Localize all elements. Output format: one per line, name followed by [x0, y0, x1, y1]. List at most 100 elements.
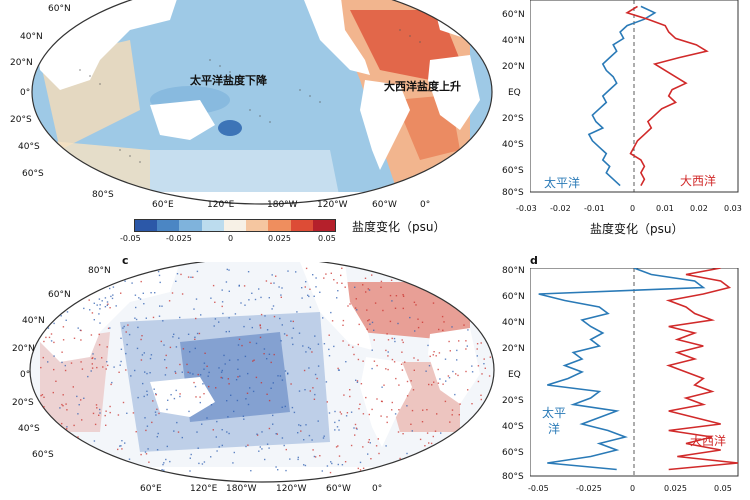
speckle-dot: [223, 354, 225, 357]
speckle-dot: [437, 368, 439, 371]
speckle-dot: [221, 444, 223, 447]
speckle-dot: [208, 385, 210, 388]
speckle-dot: [168, 300, 171, 302]
speckle-dot: [188, 410, 190, 413]
speckle-dot: [259, 446, 261, 448]
speckle-dot: [313, 295, 315, 297]
speckle-dot: [249, 341, 251, 344]
speckle-dot: [247, 444, 249, 446]
speckle-dot: [241, 344, 243, 347]
speckle-dot: [93, 319, 95, 321]
speckle-dot: [206, 417, 208, 419]
speckle-dot: [228, 383, 230, 385]
speckle-dot: [73, 424, 75, 427]
speckle-dot: [417, 359, 419, 361]
speckle-dot: [387, 339, 390, 341]
speckle-dot: [77, 327, 79, 329]
speckle-dot: [276, 433, 278, 435]
speckle-dot: [357, 358, 360, 361]
speckle-dot: [247, 271, 250, 273]
speckle-dot: [120, 360, 122, 363]
speckle-dot: [107, 364, 109, 367]
speckle-dot: [152, 400, 154, 402]
speckle-dot: [391, 409, 393, 411]
speckle-dot: [330, 311, 332, 314]
speckle-dot: [317, 343, 320, 345]
speckle-dot: [142, 382, 144, 385]
speckle-dot: [298, 390, 301, 392]
speckle-dot: [260, 313, 263, 316]
speckle-dot: [109, 327, 111, 329]
speckle-dot: [166, 445, 168, 448]
speckle-dot: [298, 424, 300, 426]
colorbar-segment: [135, 220, 158, 231]
colorbar-tick: 0: [228, 234, 234, 243]
speckle-dot: [99, 412, 101, 414]
speckle-dot: [228, 290, 230, 292]
xtick: 0: [630, 204, 636, 213]
speckle-dot: [385, 445, 387, 447]
speckle-dot: [88, 299, 90, 301]
speckle-dot: [369, 442, 371, 444]
speckle-dot: [373, 360, 376, 362]
xtick: 0.02: [690, 204, 708, 213]
speckle-dot: [375, 445, 378, 447]
speckle-dot: [220, 371, 223, 373]
speckle-dot: [118, 371, 120, 373]
speckle-dot: [233, 451, 235, 454]
speckle-dot: [271, 274, 273, 276]
speckle-dot: [194, 347, 196, 350]
speckle-dot: [144, 417, 146, 419]
speckle-dot: [349, 303, 351, 305]
profile-d: [529, 267, 740, 478]
speckle-dot: [341, 267, 343, 269]
speckle-dot: [228, 269, 230, 271]
xtick: 0.05: [714, 484, 732, 493]
speckle-dot: [360, 383, 363, 385]
speckle-dot: [252, 390, 255, 393]
speckle-dot: [215, 436, 217, 438]
speckle-dot: [380, 400, 383, 402]
lon-label: 120°W: [317, 200, 348, 210]
lon-label: 60°E: [152, 200, 174, 210]
speckle-dot: [302, 345, 304, 347]
xtick: 0.01: [656, 204, 674, 213]
speckle-dot: [87, 375, 89, 378]
speckle-dot: [317, 420, 319, 422]
speckle-dot: [202, 383, 204, 385]
speckle-dot: [187, 276, 190, 278]
speckle-dot: [121, 440, 123, 442]
speckle-dot: [61, 422, 63, 425]
speckle-dot: [428, 442, 430, 444]
speckle-dot: [350, 411, 353, 413]
speckle-dot: [150, 292, 152, 294]
speckle-dot: [364, 277, 367, 279]
speckle-dot: [476, 348, 478, 350]
speckle-dot: [272, 382, 274, 384]
speckle-dot: [236, 399, 239, 402]
speckle-dot: [165, 354, 167, 357]
speckle-dot: [395, 295, 398, 297]
speckle-dot: [476, 355, 478, 357]
speckle-dot: [259, 336, 262, 339]
speckle-dot: [442, 383, 444, 385]
colorbar-segment: [312, 220, 335, 231]
speckle-dot: [355, 298, 357, 300]
speckle-dot: [323, 435, 325, 437]
speckle-dot: [70, 362, 73, 364]
speckle-dot: [421, 321, 424, 323]
speckle-dot: [200, 314, 202, 316]
speckle-dot: [238, 338, 241, 340]
speckle-dot: [477, 380, 480, 383]
speckle-dot: [356, 428, 358, 430]
speckle-dot: [198, 332, 201, 335]
colorbar-segment: [201, 220, 224, 231]
speckle-dot: [301, 297, 303, 299]
speckle-dot: [356, 380, 359, 382]
speckle-dot: [228, 317, 230, 319]
speckle-dot: [144, 451, 147, 453]
speckle-dot: [125, 331, 127, 333]
profile-lat: 20°N: [502, 344, 525, 354]
speckle-dot: [109, 411, 111, 414]
map-pacific-annotation: 太平洋盐度下降: [190, 74, 267, 87]
